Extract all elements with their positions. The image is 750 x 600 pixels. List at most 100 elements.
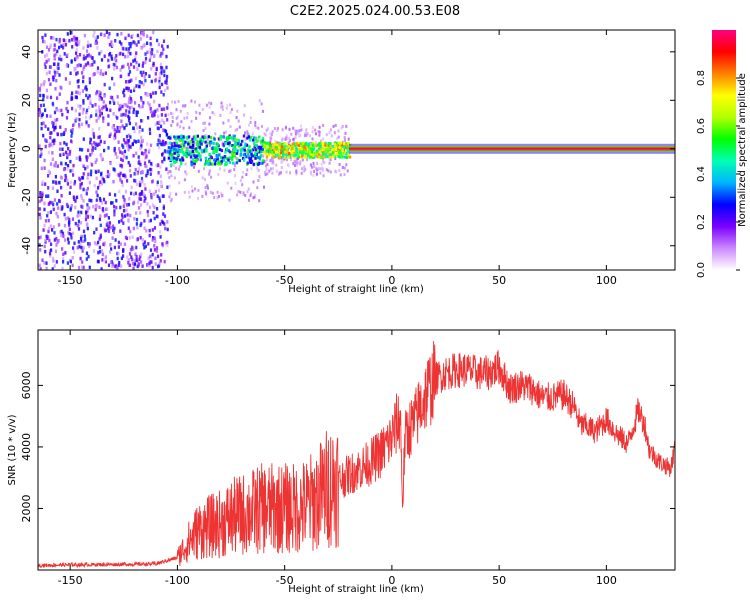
spectrogram-cell [284, 152, 287, 156]
spectrogram-cell [304, 147, 307, 151]
spectrogram-cell [120, 119, 123, 123]
spectrogram-cell [86, 222, 89, 226]
y-tick-label: 20 [20, 93, 33, 107]
spectrogram-cell [140, 98, 143, 102]
spectrogram-cell [318, 145, 321, 149]
spectrogram-cell [156, 142, 159, 147]
spectrogram-cell [127, 100, 130, 104]
spectrogram-cell [199, 137, 202, 141]
spectrogram-cell [60, 161, 63, 165]
spectrogram-cell [134, 167, 137, 172]
spectrogram-cell [269, 150, 272, 153]
spectrogram-cell [127, 261, 130, 265]
spectrogram-cell [311, 137, 314, 141]
spectrogram-cell [144, 156, 147, 160]
x-tick-label: 50 [492, 274, 506, 287]
spectrogram-cell [144, 78, 147, 83]
spectrogram-cell [118, 261, 121, 265]
spectrogram-cell [78, 122, 81, 127]
spectrogram-cell [68, 39, 71, 43]
y-tick-label: 0 [20, 145, 33, 152]
spectrogram-cell [49, 45, 52, 50]
spectrogram-cell [52, 36, 55, 40]
spectrogram-cell [156, 126, 159, 130]
spectrogram-cell [55, 211, 58, 216]
spectrogram-cell [143, 194, 146, 198]
spectrogram-cell [113, 226, 116, 231]
spectrogram-cell [47, 150, 50, 155]
spectrogram-cell [264, 170, 267, 174]
spectrogram-cell [38, 88, 42, 93]
spectrogram-cell [230, 136, 233, 140]
spectrogram-cell [129, 44, 132, 49]
spectrogram-cell [126, 54, 130, 59]
spectrogram-cell [53, 57, 56, 61]
spectrogram-cell [186, 116, 189, 120]
spectrogram-cell [289, 139, 291, 142]
spectrogram-cell [287, 156, 290, 159]
spectrogram-cell [306, 132, 309, 136]
spectrogram-cell [150, 67, 153, 71]
spectrogram-cell [181, 156, 184, 160]
spectrogram-cell [151, 48, 154, 52]
spectrogram-cell [67, 241, 70, 245]
spectrogram-cell [82, 101, 85, 105]
spectrogram-cell [136, 237, 139, 242]
spectrogram-cell [112, 98, 115, 103]
spectrogram-cell [339, 150, 342, 154]
spectrogram-x-axis: -150 -100 -50 0 50 100 [58, 30, 617, 287]
spectrogram-cell [64, 176, 68, 180]
spectrogram-cell [42, 97, 45, 102]
spectrogram-cell [241, 175, 244, 179]
spectrogram-cell [300, 154, 304, 158]
spectrogram-cell [56, 164, 59, 168]
spectrogram-cell [161, 140, 165, 144]
colorbar-tick-label: 0.4 [696, 166, 707, 182]
spectrogram-cell [154, 262, 157, 266]
spectrogram-cell [109, 250, 112, 254]
spectrogram-cell [67, 220, 71, 225]
spectrogram-cell [204, 177, 206, 181]
spectrogram-cell [77, 85, 80, 89]
spectrogram-cell [333, 147, 336, 151]
spectrogram-cell [106, 221, 109, 226]
spectrogram-cell [233, 168, 236, 172]
spectrogram-cell [59, 141, 62, 146]
spectrogram-cell [96, 46, 99, 50]
spectrogram-cell [116, 116, 119, 120]
spectrogram-cell [43, 223, 46, 228]
spectrogram-cell [213, 158, 216, 162]
spectrogram-cell [217, 195, 220, 198]
spectrogram-cell [235, 138, 238, 142]
spectrogram-cell [44, 144, 47, 149]
spectrogram-cell [65, 142, 68, 147]
spectrogram-cell [278, 142, 281, 146]
colorbar-gradient [712, 30, 736, 270]
spectrogram-cell [47, 169, 50, 174]
spectrogram-cell [94, 146, 97, 150]
spectrogram-cell [129, 79, 132, 83]
spectrogram-cell [317, 152, 321, 156]
spectrogram-cell [174, 143, 177, 147]
spectrogram-cell [127, 33, 130, 38]
spectrogram-cell [122, 254, 125, 258]
spectrogram-cell [302, 150, 305, 154]
spectrogram-cell [110, 225, 113, 230]
spectrogram-cell [85, 49, 89, 53]
spectrogram-cell [111, 201, 114, 205]
spectrogram-cell [182, 104, 184, 108]
spectrogram-cell [93, 31, 96, 35]
spectrogram-cell [104, 200, 107, 205]
spectrogram-cell [63, 223, 67, 228]
spectrogram-cell [196, 145, 200, 149]
spectrogram-cell [184, 162, 187, 166]
spectrogram-cell [90, 151, 94, 155]
spectrogram-cell [119, 171, 122, 176]
spectrogram-cell [128, 144, 131, 148]
spectrogram-cell [49, 251, 52, 256]
spectrogram-cell [335, 144, 338, 148]
spectrogram-cell [290, 154, 294, 158]
spectrogram-cell [285, 146, 288, 150]
spectrogram-cell [149, 172, 152, 176]
spectrogram-cell [83, 234, 86, 238]
